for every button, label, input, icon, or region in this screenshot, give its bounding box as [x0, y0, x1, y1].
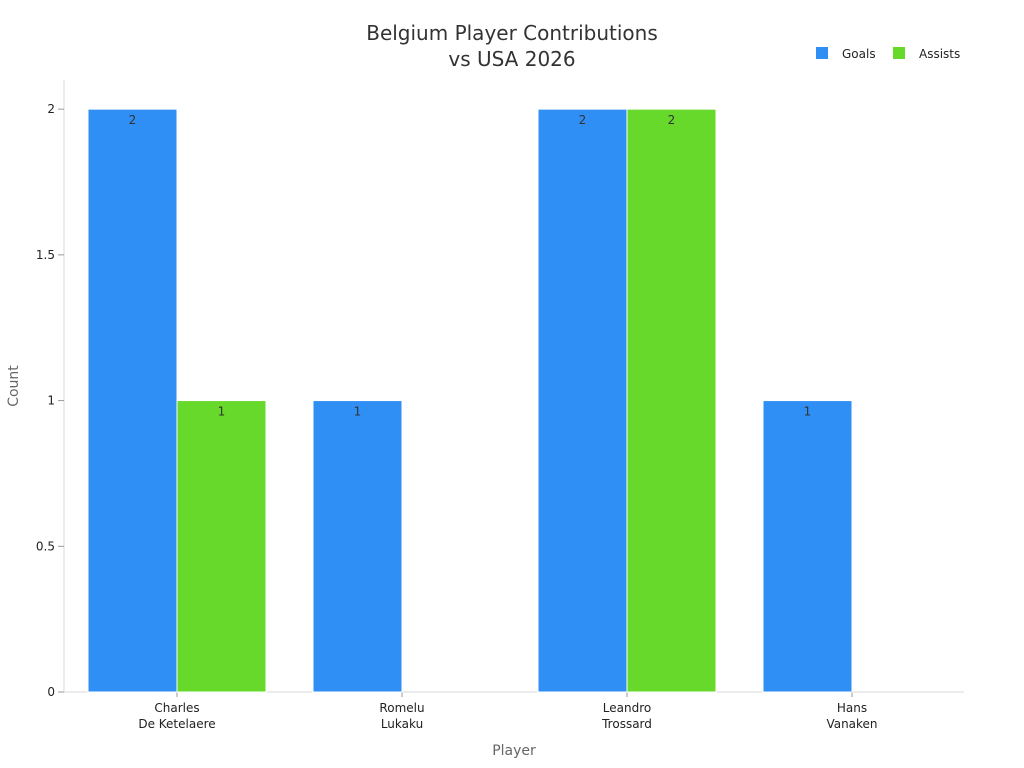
x-tick-label: Charles — [154, 701, 199, 715]
x-tick-label: Vanaken — [826, 717, 877, 731]
bar-goals — [87, 108, 178, 693]
x-tick-label: Hans — [837, 701, 867, 715]
bars — [87, 108, 853, 693]
legend-swatch-assists — [893, 47, 905, 59]
chart-title-line: vs USA 2026 — [448, 47, 575, 71]
x-tick-label: Lukaku — [381, 717, 423, 731]
axes: 0 0.5 1 1.5 2 Charles De Ketelaere Romelu Lukaku… — [6, 80, 964, 759]
legend: Goals Assists — [816, 47, 960, 61]
legend-swatch-goals — [816, 47, 828, 59]
data-label-goals: 2 — [129, 113, 137, 127]
y-tick-label: 1 — [47, 394, 55, 408]
data-label-goals: 1 — [804, 405, 812, 419]
bar-goals — [537, 108, 628, 693]
bar-goals — [312, 400, 403, 693]
y-tick-label: 2 — [47, 102, 55, 116]
data-label-goals: 2 — [579, 113, 587, 127]
legend-label-goals: Goals — [842, 47, 876, 61]
y-tick-label: 0 — [47, 685, 55, 699]
x-tick-label: Trossard — [601, 717, 652, 731]
data-label-assists: 1 — [218, 405, 226, 419]
chart-title-line: Belgium Player Contributions — [366, 21, 658, 45]
x-axis-title: Player — [492, 743, 536, 759]
y-tick-label: 1.5 — [36, 248, 55, 262]
y-axis-title: Count — [6, 365, 22, 407]
bar-assists — [176, 400, 267, 693]
x-tick-label: De Ketelaere — [138, 717, 215, 731]
data-labels: 2 1 2 1 1 2 — [129, 113, 812, 418]
bar-goals — [762, 400, 853, 693]
data-label-assists: 2 — [668, 113, 676, 127]
legend-label-assists: Assists — [919, 47, 960, 61]
x-tick-label: Romelu — [379, 701, 424, 715]
bar-assists — [626, 108, 717, 693]
y-tick-label: 0.5 — [36, 539, 55, 553]
data-label-goals: 1 — [354, 405, 362, 419]
x-tick-label: Leandro — [603, 701, 651, 715]
